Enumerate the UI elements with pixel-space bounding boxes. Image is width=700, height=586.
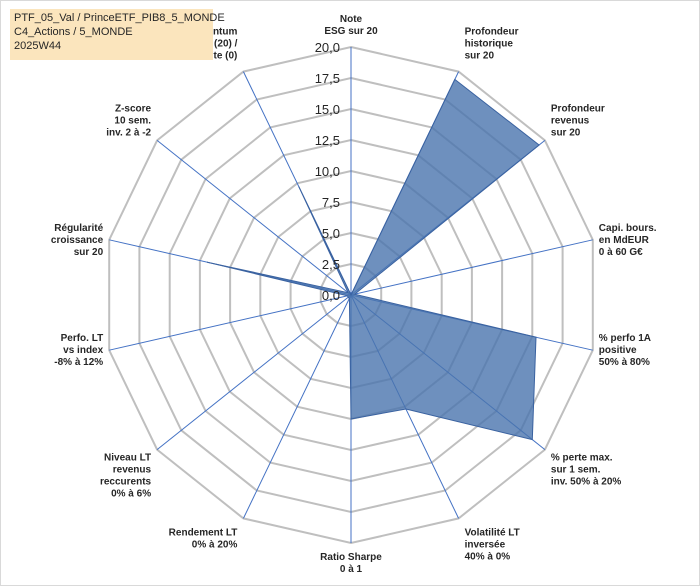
axis-label-line: Profondeur	[551, 103, 605, 114]
axis-label-line: % perfo 1A	[599, 333, 651, 344]
data-point	[298, 186, 300, 188]
axis-label-line: -8% à 12%	[54, 357, 103, 368]
data-point	[535, 336, 537, 338]
axis-label-line: en MdEUR	[599, 235, 650, 246]
axis-label-line: Capi. bours.	[599, 223, 657, 234]
axis-label: % perfo 1A positive 50% à 80%	[599, 333, 651, 368]
axis-label: Profondeur historique sur 20	[465, 27, 519, 62]
data-point	[454, 78, 456, 80]
tick-label: 2,5	[322, 257, 340, 272]
axis-label-line: Perfo. LT	[61, 333, 104, 344]
data-point	[346, 295, 348, 297]
axis-label: % perte max. sur 1 sem. inv. 50% à 20%	[551, 453, 622, 488]
data-point	[405, 408, 407, 410]
axis-label: Perfo. LT vs index -8% à 12%	[54, 333, 103, 368]
data-point	[531, 439, 533, 441]
axis-spoke	[109, 294, 352, 351]
axis-label-line: sur 20	[551, 127, 581, 138]
axis-label-line: 40% à 0%	[465, 551, 511, 562]
axis-label-line: Volatilité LT	[465, 527, 520, 538]
axis-label-line: sur 20	[465, 51, 495, 62]
axis-label-line: 0 à 1	[340, 564, 363, 575]
axis-label-line: 0% à 20%	[192, 539, 238, 550]
axis-label-line: inv. 50% à 20%	[551, 477, 622, 488]
axis-label-line: Niveau LT	[104, 453, 151, 464]
axis-label: Ratio Sharpe 0 à 1	[320, 552, 382, 575]
axis-spoke	[242, 294, 352, 519]
axis-label: Z-score 10 sem. inv. 2 à -2	[106, 103, 151, 138]
axis-label-line: revenus	[113, 465, 152, 476]
data-point	[206, 261, 208, 263]
title-line-2: C4_Actions / 5_MONDE	[14, 26, 133, 38]
axis-label-line: % perte max.	[551, 453, 613, 464]
axis-label: Note ESG sur 20	[324, 14, 378, 37]
title-line-1: PTF_05_Val / PrinceETF_PIB8_5_MONDE	[14, 12, 225, 24]
axis-label-line: Vente (0)	[196, 51, 238, 62]
axis-label-line: historique	[465, 39, 514, 50]
axis-label-line: inversée	[465, 539, 506, 550]
axis-label: Capi. bours. en MdEUR 0 à 60 G€	[599, 223, 657, 258]
axis-label-line: inv. 2 à -2	[106, 127, 151, 138]
axis-label-line: Ratio Sharpe	[320, 552, 382, 563]
axis-label-line: positive	[599, 345, 637, 356]
axis-label-line: reccurents	[100, 477, 152, 488]
axis-label-line: Note	[340, 14, 363, 25]
axis-label-line: ESG sur 20	[324, 26, 378, 37]
axis-label: Profondeur revenus sur 20	[551, 103, 605, 138]
axis-spoke	[156, 294, 352, 450]
tick-label: 0,0	[322, 288, 340, 303]
axis-label-line: 0% à 6%	[111, 489, 151, 500]
axis-label: Niveau LT revenus reccurents 0% à 6%	[100, 453, 152, 500]
axis-label-line: 0 à 60 G€	[599, 247, 643, 258]
axis-label: Rendement LT 0% à 20%	[169, 527, 238, 550]
axis-label: Volatilité LT inversée 40% à 0%	[465, 527, 520, 562]
axis-label-line: 10 sem.	[114, 115, 151, 126]
axis-label-line: sur 1 sem.	[551, 465, 601, 476]
title-line-3: 2025W44	[14, 40, 62, 52]
axis-label-line: Rendement LT	[169, 527, 238, 538]
tick-label: 7,5	[322, 195, 340, 210]
data-series-polygon	[206, 78, 540, 441]
axis-spoke	[156, 140, 352, 296]
axis-label-line: Profondeur	[465, 27, 519, 38]
axis-label-line: revenus	[551, 115, 590, 126]
axis-label-line: 50% à 80%	[599, 357, 650, 368]
data-point	[347, 292, 349, 294]
axis-label-line: Régularité	[54, 223, 103, 234]
tick-label: 12,5	[315, 133, 340, 148]
tick-label: 5,0	[322, 226, 340, 241]
axis-label: Régularité croissance sur 20	[51, 223, 104, 258]
axis-label-line: vs index	[63, 345, 103, 356]
data-point	[538, 144, 540, 146]
axis-label-line: croissance	[51, 235, 104, 246]
axis-label-line: Z-score	[115, 103, 152, 114]
tick-label: 17,5	[315, 71, 340, 86]
data-point	[350, 418, 352, 420]
axis-spoke	[350, 239, 593, 296]
data-point	[354, 293, 356, 295]
tick-label: 20,0	[315, 40, 340, 55]
data-point	[350, 294, 352, 296]
tick-label: 10,0	[315, 164, 340, 179]
axis-label-line: sur 20	[74, 247, 104, 258]
title-box: PTF_05_Val / PrinceETF_PIB8_5_MONDE C4_A…	[10, 9, 225, 60]
tick-label: 15,0	[315, 102, 340, 117]
